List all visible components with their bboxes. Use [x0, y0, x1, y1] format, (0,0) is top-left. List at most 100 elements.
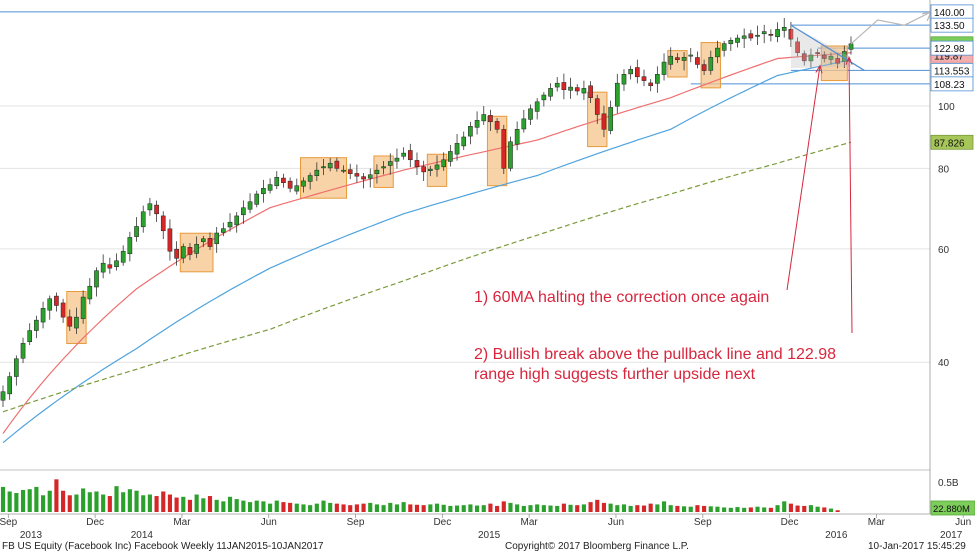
volume-bar [788, 503, 793, 512]
candle-body [281, 177, 286, 183]
candle-body [835, 58, 840, 64]
volume-bar [588, 502, 593, 512]
volume-bar [381, 505, 386, 512]
volume-bar [688, 506, 693, 512]
volume-bar [161, 491, 166, 512]
candle-body [528, 108, 533, 120]
candle-body [688, 54, 694, 57]
volume-bar [401, 502, 406, 512]
volume-bar [675, 505, 680, 512]
volume-bar [214, 499, 219, 512]
price-label-108.23: 108.23 [934, 80, 965, 91]
candle-body [401, 152, 406, 157]
volume-bar [7, 491, 12, 512]
volume-bar [775, 505, 780, 512]
candle-body [775, 29, 780, 38]
candle-body [214, 232, 219, 245]
volume-bar [87, 492, 92, 512]
candle-body [728, 39, 734, 45]
volume-bar [495, 505, 500, 512]
volume-bar [608, 503, 613, 512]
volume-bar [575, 505, 580, 512]
volume-bar [314, 503, 319, 512]
candle-body [514, 129, 520, 145]
candlesticks [0, 18, 854, 408]
candle-body [307, 175, 313, 182]
volume-bar [715, 506, 720, 512]
volume-bar [441, 504, 446, 512]
pullback-line [790, 24, 865, 71]
price-label-113.553: 113.553 [934, 66, 970, 77]
date-range: 11JAN2015-10JAN2017 [216, 541, 324, 552]
volume-bar [334, 503, 339, 512]
candle-body [848, 43, 854, 50]
candle-body [795, 41, 800, 53]
volume-bar [695, 505, 700, 512]
candle-body [100, 262, 106, 273]
month-label: Jun [261, 517, 277, 528]
candle-body [668, 55, 674, 65]
candle-body [481, 114, 487, 122]
volume-bar [247, 502, 253, 512]
candle-body [267, 184, 273, 191]
candle-body [140, 211, 146, 228]
candle-body [701, 64, 707, 71]
candle-body [474, 120, 480, 128]
volume-bar [254, 500, 259, 512]
volume-bar [34, 486, 39, 512]
footer-timestamp: 10-Jan-2017 15:45:29 [868, 541, 966, 552]
candle-body [174, 248, 179, 259]
volume-bar [815, 506, 820, 512]
candle-body [635, 67, 640, 78]
volume-bar [661, 501, 667, 512]
volume-bar [468, 504, 473, 512]
volume-bar [67, 495, 72, 512]
volume-bar [548, 505, 553, 512]
volume-bar [27, 489, 32, 512]
candle-body [367, 174, 373, 179]
volume-bar [288, 502, 293, 512]
volume-bar [121, 492, 126, 512]
projected-path [850, 11, 932, 45]
candle-body [421, 166, 426, 173]
candle-body [40, 308, 46, 323]
month-label: Mar [868, 517, 886, 528]
candle-body [14, 358, 19, 377]
volume-bar [822, 507, 827, 512]
volume-bar [628, 505, 633, 512]
volume-bar [107, 496, 112, 512]
price-label-box [930, 17, 974, 33]
candle-body [608, 107, 613, 131]
candle-body [721, 43, 727, 51]
candle-body [508, 141, 513, 169]
candle-body [788, 29, 794, 40]
candle-body [828, 55, 834, 60]
volume-bar [187, 499, 193, 512]
annotation-arrows [786, 56, 853, 334]
price-label-87.826: 87.826 [934, 138, 965, 149]
candle-body [534, 101, 540, 112]
annotation-60ma: 1) 60MA halting the correction once agai… [474, 289, 770, 306]
candle-body [20, 343, 26, 359]
volume-bar [561, 503, 566, 512]
candle-body [154, 204, 159, 215]
candle-body [461, 136, 467, 147]
volume-bar [708, 506, 713, 512]
volume-bar [101, 494, 106, 512]
candle-body [641, 76, 647, 81]
candle-body [147, 203, 153, 211]
price-label-box [930, 76, 974, 92]
moving-averages [2, 52, 852, 444]
candle-body [180, 246, 186, 259]
candle-body [7, 376, 12, 395]
volume-bar [748, 507, 753, 512]
volume-bar [234, 499, 239, 512]
volume-bar [501, 501, 506, 512]
candle-body [74, 316, 79, 329]
footer-copyright: Copyright© 2017 Bloomberg Finance L.P. [505, 541, 689, 552]
volume-bar [568, 504, 573, 512]
volume-bar [341, 504, 346, 512]
candle-body [448, 151, 453, 162]
month-label: Mar [173, 517, 191, 528]
month-label: Dec [781, 517, 799, 528]
